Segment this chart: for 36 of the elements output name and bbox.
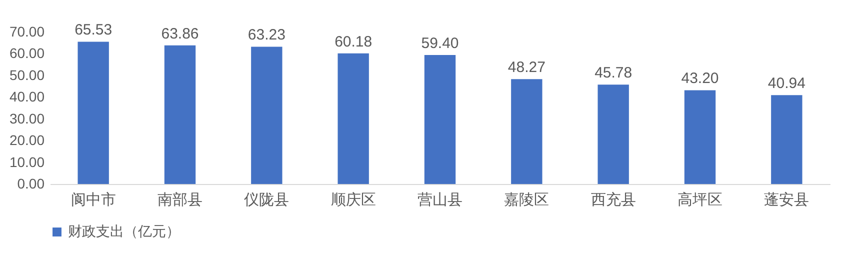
text: 48.27 [508, 59, 546, 76]
text: 63.86 [161, 25, 199, 42]
y-tick-label: 20.00 [9, 132, 45, 148]
bar [684, 90, 716, 184]
x-tick-label: 营山县 [418, 192, 462, 208]
bar [771, 95, 802, 184]
text: 63.23 [248, 26, 286, 44]
x-tick-label: 南部县 [158, 192, 202, 208]
text: 60.18 [334, 33, 372, 50]
x-tick-label: 嘉陵区 [504, 192, 550, 208]
y-tick-label: 70.00 [9, 24, 45, 40]
text: 43.20 [681, 70, 719, 88]
x-tick-label: 高坪区 [678, 192, 722, 208]
bar [251, 46, 282, 184]
x-tick-label: 阆中市 [70, 192, 116, 208]
y-tick-label: 60.00 [9, 45, 45, 62]
x-tick-label: 顺庆区 [330, 192, 376, 208]
y-tick-label: 0.00 [17, 176, 45, 192]
legend-label: 财政支出（亿元） [68, 223, 180, 239]
text: 59.40 [421, 35, 459, 52]
x-tick-label: 仪陇县 [244, 192, 290, 208]
y-tick-label: 50.00 [9, 66, 45, 83]
y-tick-label: 40.00 [9, 88, 45, 105]
y-tick-label: 30.00 [9, 110, 45, 126]
bar [78, 42, 109, 184]
bar [511, 79, 542, 184]
text: 45.78 [594, 64, 632, 82]
text: 65.53 [74, 22, 112, 39]
y-tick-label: 10.00 [9, 154, 45, 170]
bar [598, 84, 629, 184]
bar [164, 45, 196, 184]
x-tick-label: 西充县 [590, 192, 636, 208]
text: 40.94 [768, 75, 806, 92]
bar [424, 55, 456, 184]
bar [338, 53, 369, 184]
x-tick-label: 蓬安县 [764, 192, 810, 208]
